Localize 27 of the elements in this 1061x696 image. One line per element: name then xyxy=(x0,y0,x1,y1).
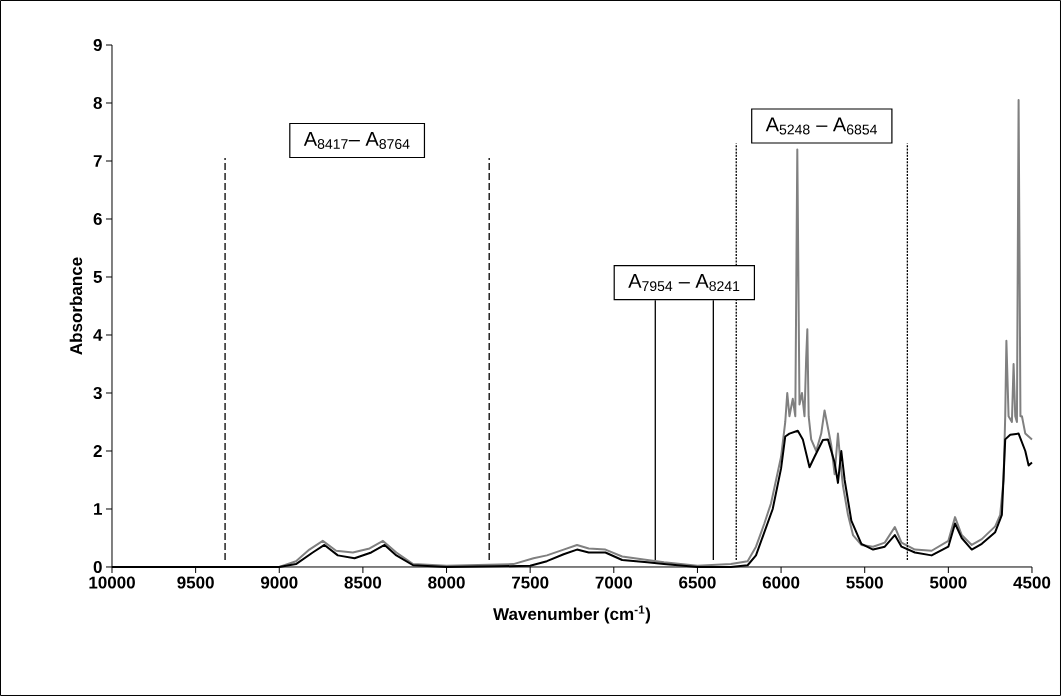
y-tick-label: 6 xyxy=(93,212,102,226)
annotation: A$_{7954}$ – A$_{8241}$ xyxy=(628,274,740,292)
y-tick-label: 5 xyxy=(93,271,102,283)
y-tick-label: 2 xyxy=(93,445,102,457)
x-tick-label: 8000 xyxy=(428,576,465,589)
x-tick-label: 7500 xyxy=(512,576,549,589)
x-tick-label: 5000 xyxy=(929,576,967,589)
annotation: A$_{5248}$ – A$_{6854}$ xyxy=(765,117,877,135)
y-tick-label: 1 xyxy=(94,503,102,515)
y-tick-label: 8 xyxy=(93,96,102,110)
x-tick-label: 4500 xyxy=(1013,576,1051,589)
x-tick-label: 9000 xyxy=(260,576,298,589)
y-tick-label: 9 xyxy=(93,38,102,52)
x-tick-label: 9500 xyxy=(177,576,214,589)
y-tick-label: 0 xyxy=(93,560,102,574)
y-tick-label: 3 xyxy=(93,386,102,400)
x-axis-title: Wavenumber (cm$^{-1}$) xyxy=(493,605,651,624)
y-tick-label: 7 xyxy=(93,155,102,167)
x-tick-label: 8500 xyxy=(344,576,382,589)
x-tick-label: 6500 xyxy=(679,576,716,589)
x-tick-label: 6000 xyxy=(762,576,800,589)
x-tick-label: 5500 xyxy=(846,576,883,589)
y-tick-label: 4 xyxy=(93,329,103,341)
y-axis-title: Absorbance xyxy=(69,257,83,355)
x-tick-label: 7000 xyxy=(595,576,632,589)
annotation: A$_{8417}$– A$_{8764}$ xyxy=(303,132,410,150)
x-tick-label: 10000 xyxy=(89,576,135,589)
